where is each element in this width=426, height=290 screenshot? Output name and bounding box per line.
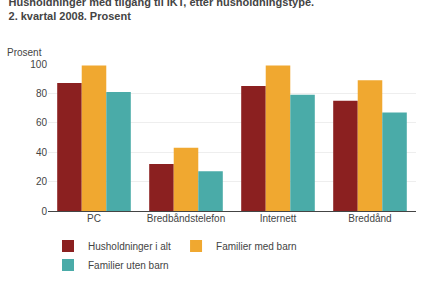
svg-text:Prosent: Prosent <box>7 47 42 58</box>
svg-text:20: 20 <box>36 176 48 187</box>
svg-text:80: 80 <box>36 88 48 99</box>
svg-text:40: 40 <box>36 147 48 158</box>
svg-text:PC: PC <box>87 213 101 224</box>
svg-text:Husholdninger i alt: Husholdninger i alt <box>88 241 171 252</box>
svg-text:60: 60 <box>36 117 48 128</box>
svg-text:Familier uten barn: Familier uten barn <box>88 260 169 271</box>
svg-text:Internett: Internett <box>260 213 297 224</box>
svg-text:Breddånd: Breddånd <box>348 213 391 224</box>
svg-text:Husholdninger med tilgang til: Husholdninger med tilgang til IKT, etter… <box>9 0 315 22</box>
svg-text:Familier med barn: Familier med barn <box>216 241 297 252</box>
svg-text:100: 100 <box>30 59 47 70</box>
svg-text:0: 0 <box>41 206 47 217</box>
svg-text:Bredbåndstelefon: Bredbåndstelefon <box>147 213 225 224</box>
